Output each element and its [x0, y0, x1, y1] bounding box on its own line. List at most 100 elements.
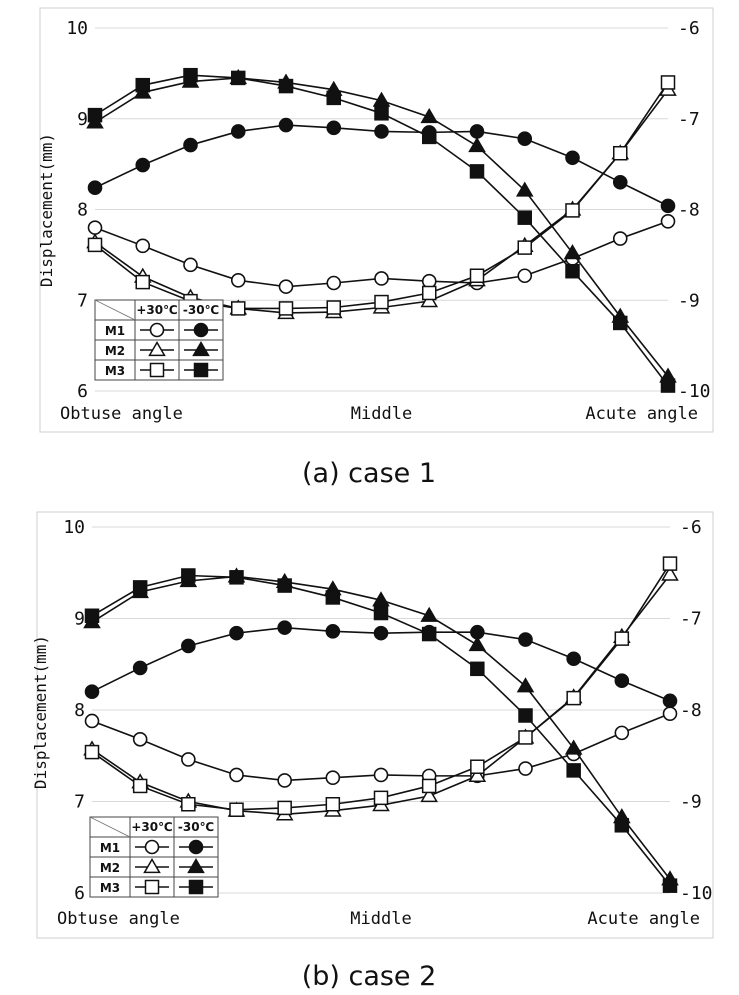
- y2-tick-label: -10: [678, 381, 711, 402]
- data-point: [563, 244, 582, 260]
- y2-tick-label: -9: [680, 792, 702, 813]
- y-axis-label: Displacement(mm): [31, 635, 50, 789]
- legend-marker: [149, 322, 165, 338]
- data-point: [662, 706, 678, 721]
- data-point: [278, 117, 294, 133]
- data-point: [421, 778, 437, 794]
- data-point: [181, 638, 196, 654]
- legend-col-header: +30℃: [131, 820, 172, 834]
- legend-col-header: -30℃: [178, 820, 214, 834]
- data-point: [518, 730, 533, 745]
- data-point: [135, 157, 151, 173]
- legend: +30℃ -30℃ M1 M2 M3: [94, 299, 224, 381]
- data-point: [660, 378, 676, 393]
- legend-marker: [143, 858, 161, 874]
- data-point: [517, 240, 532, 255]
- data-point: [181, 752, 196, 767]
- data-point: [326, 90, 341, 106]
- x-tick-label: Middle: [351, 404, 412, 424]
- data-point: [229, 570, 244, 585]
- data-point: [518, 632, 533, 647]
- data-point: [422, 129, 437, 145]
- data-point: [422, 285, 437, 301]
- data-point: [612, 231, 628, 246]
- data-point: [229, 767, 244, 783]
- data-point: [132, 580, 148, 595]
- caption-case-1: (a) case 1: [302, 458, 436, 489]
- data-point: [278, 78, 294, 94]
- data-point: [373, 625, 389, 641]
- x-tick-label: Acute angle: [587, 909, 700, 929]
- legend-marker: [144, 839, 160, 855]
- y2-tick-label: -7: [678, 109, 700, 130]
- legend-marker: [149, 362, 165, 378]
- data-point: [566, 651, 581, 667]
- data-point: [470, 661, 485, 677]
- data-point: [517, 131, 533, 147]
- data-point: [516, 677, 535, 693]
- data-point: [662, 556, 678, 571]
- data-point: [613, 145, 628, 161]
- data-point: [132, 731, 148, 747]
- legend-marker: [188, 879, 204, 895]
- data-point: [614, 673, 630, 689]
- data-point: [326, 275, 342, 291]
- legend-row-label: M1: [105, 324, 125, 338]
- data-point: [662, 878, 678, 893]
- data-point: [469, 268, 485, 283]
- legend-row-label: M1: [100, 841, 120, 855]
- data-point: [326, 120, 342, 136]
- data-point: [518, 708, 533, 723]
- data-point: [614, 725, 630, 741]
- data-point: [230, 124, 246, 139]
- data-point: [421, 626, 437, 642]
- y2-tick-label: -10: [680, 883, 713, 904]
- legend-marker: [193, 362, 209, 378]
- data-point: [613, 315, 628, 331]
- data-point: [87, 107, 103, 123]
- data-point: [612, 174, 628, 190]
- data-point: [374, 124, 389, 139]
- data-point: [278, 301, 294, 316]
- data-point: [183, 257, 198, 273]
- data-point: [374, 294, 389, 310]
- data-point: [564, 739, 583, 755]
- data-point: [132, 778, 148, 794]
- data-point: [135, 274, 150, 290]
- data-point: [468, 636, 487, 652]
- data-point: [661, 565, 679, 581]
- series-M3-minus30: [84, 568, 678, 893]
- data-point: [373, 790, 389, 806]
- y-tick-label: 8: [77, 200, 88, 221]
- y-tick-label: 9: [77, 109, 88, 130]
- legend-row-label: M2: [100, 861, 120, 875]
- data-point: [87, 180, 103, 196]
- data-point: [469, 124, 485, 139]
- data-point: [468, 766, 487, 783]
- data-point: [183, 137, 198, 153]
- legend-col-header: +30℃: [136, 303, 177, 317]
- data-point: [515, 181, 534, 197]
- data-point: [517, 268, 533, 284]
- data-point: [565, 150, 580, 166]
- data-point: [374, 106, 389, 121]
- x-tick-label: Acute angle: [585, 404, 698, 424]
- legend-row-label: M3: [105, 364, 125, 378]
- y2-tick-label: -6: [678, 18, 700, 39]
- data-point: [87, 220, 103, 235]
- y-axis-label: Displacement(mm): [37, 133, 56, 287]
- data-point: [373, 767, 389, 783]
- data-point: [372, 591, 390, 607]
- legend-marker: [187, 858, 205, 874]
- data-point: [469, 164, 485, 179]
- legend-marker: [144, 879, 160, 895]
- data-point: [277, 578, 292, 593]
- data-point: [135, 238, 151, 254]
- caption-case-2: (b) case 2: [302, 961, 437, 992]
- data-point: [231, 70, 246, 86]
- data-point: [326, 300, 341, 315]
- series-layer: [83, 556, 679, 893]
- data-point: [87, 237, 103, 253]
- data-point: [420, 787, 438, 803]
- data-point: [566, 690, 581, 706]
